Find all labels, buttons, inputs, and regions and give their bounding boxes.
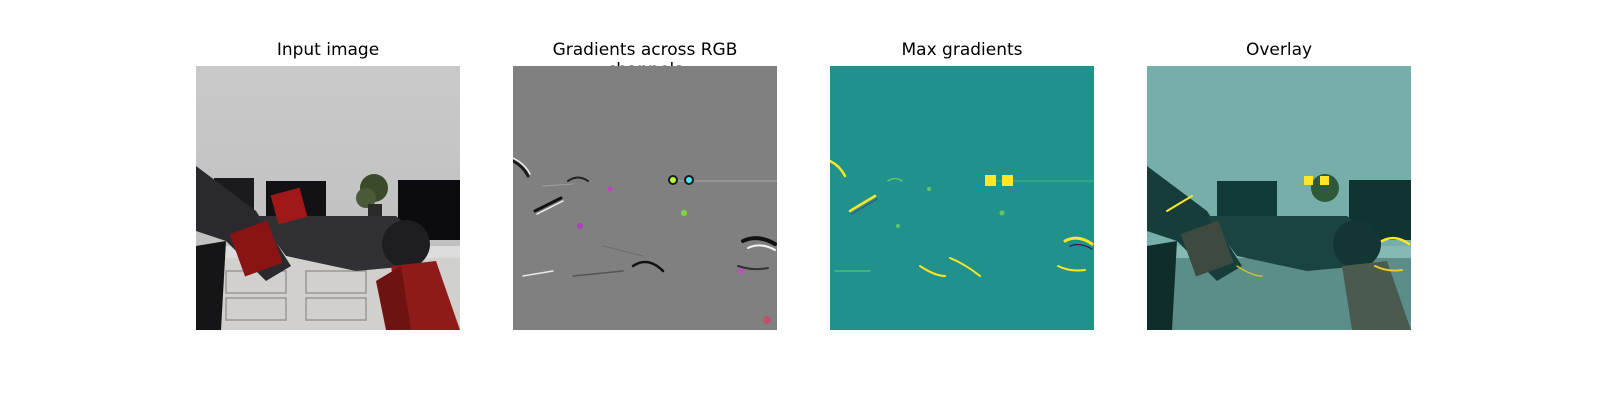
rgb-gradient-map xyxy=(513,66,777,330)
rgb-gradients-panel xyxy=(513,66,777,330)
robot-arm-photo xyxy=(196,66,460,330)
max-gradient-map xyxy=(830,66,1094,330)
overlay-image xyxy=(1147,66,1411,330)
max-gradients-panel xyxy=(830,66,1094,330)
input-image-panel xyxy=(196,66,460,330)
input-image-title: Input image xyxy=(276,40,380,60)
overlay-panel xyxy=(1147,66,1411,330)
overlay-title: Overlay xyxy=(1245,40,1313,60)
max-gradients-title: Max gradients xyxy=(901,40,1023,60)
